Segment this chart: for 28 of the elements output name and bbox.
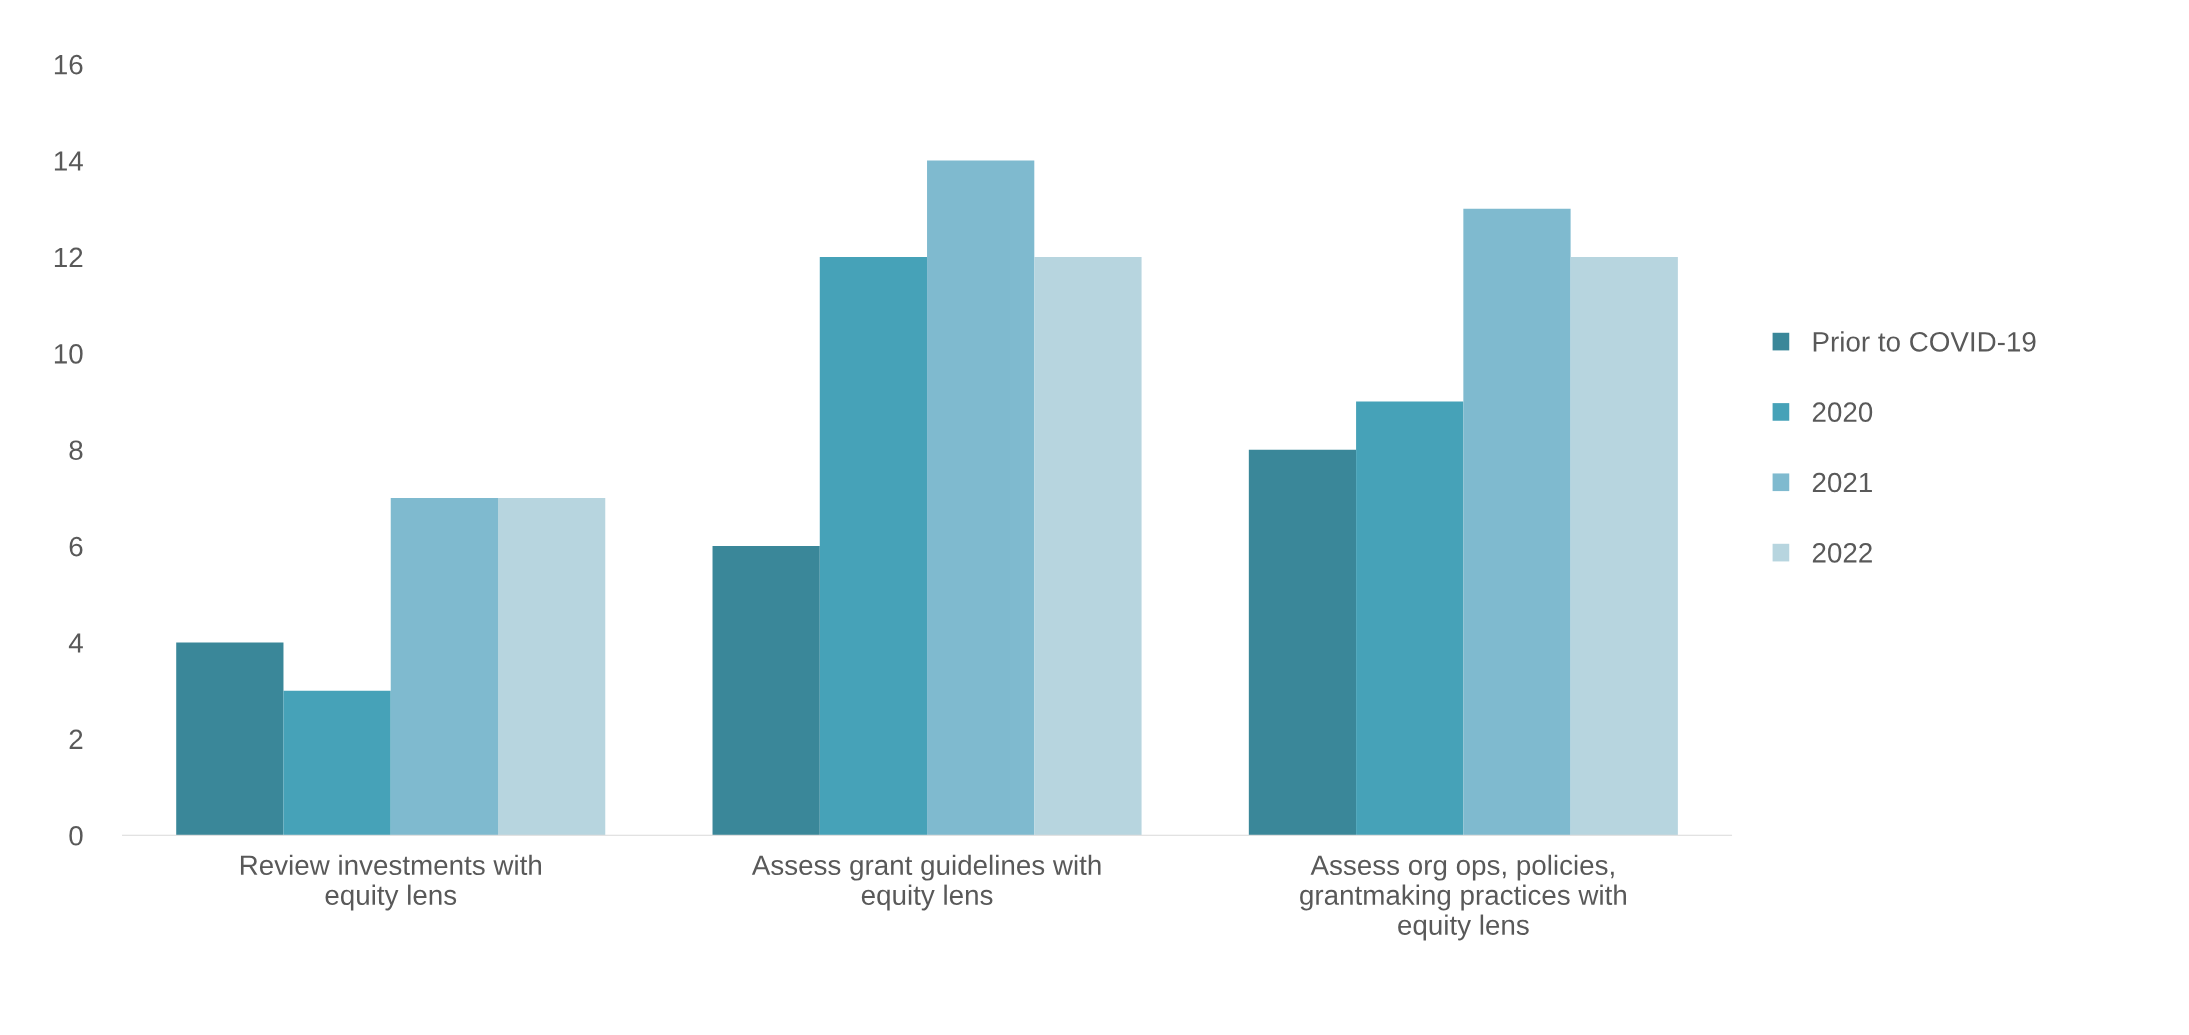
bar (283, 690, 391, 836)
x-tick-label: Review investments with equity lens (240, 854, 541, 911)
bar (1356, 401, 1464, 836)
y-tick-label: 12 (54, 247, 83, 267)
y-tick-label: 10 (54, 343, 83, 364)
bar (1034, 256, 1142, 836)
bar (927, 160, 1035, 836)
bar (1248, 449, 1357, 836)
bar (819, 256, 928, 836)
y-tick-label: 14 (54, 151, 83, 171)
y-tick-label: 0 (69, 825, 83, 846)
bar (1463, 208, 1571, 836)
y-tick-label: 16 (54, 54, 83, 75)
y-tick-label: 2 (69, 729, 83, 749)
x-tick-label: Assess org ops, policies, grantmaking practices with equity lens (1300, 854, 1626, 941)
bar (498, 497, 606, 836)
legend-label: 2020 (1812, 402, 1873, 422)
bar (390, 497, 498, 836)
x-tick-label: Assess grant guidelines with equity lens (751, 854, 1101, 911)
y-tick-label: 8 (69, 440, 83, 461)
y-tick-label: 6 (69, 536, 83, 557)
bar (176, 642, 284, 836)
y-tick-label: 4 (68, 633, 83, 653)
legend-label: 2021 (1812, 472, 1872, 493)
legend-label: Prior to COVID-19 (1813, 331, 2036, 352)
legend-label: 2022 (1812, 543, 1872, 563)
bar (1570, 256, 1678, 836)
bar (712, 546, 820, 836)
